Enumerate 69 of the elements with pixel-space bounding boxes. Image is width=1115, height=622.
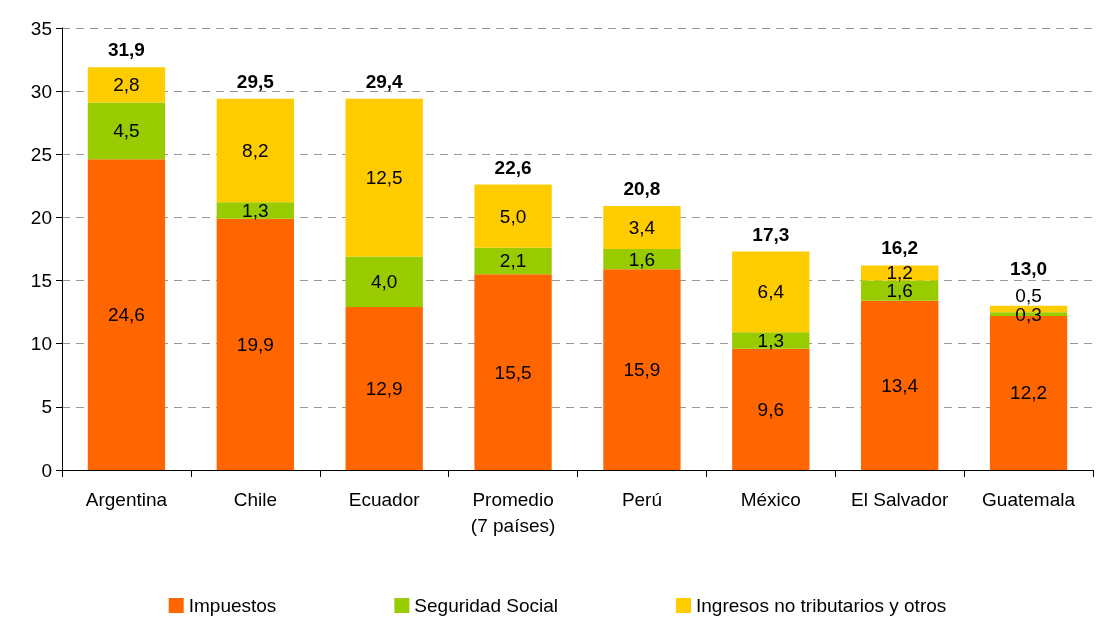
- bar: [345, 98, 423, 257]
- bar: [732, 251, 810, 333]
- x-tick-label: Ecuador: [348, 488, 421, 510]
- bar: [216, 218, 294, 470]
- data-label: 2,1: [499, 250, 527, 272]
- bar: [87, 159, 166, 470]
- x-tick-label: El Salvador: [851, 488, 949, 510]
- legend-label: Impuestos: [188, 595, 277, 616]
- data-label: 13,4: [881, 374, 919, 396]
- y-tick-label: 30: [30, 80, 52, 102]
- y-tick-label: 35: [30, 17, 52, 39]
- data-label: 1,6: [628, 248, 656, 270]
- data-label: 1,2: [886, 262, 913, 284]
- data-label: 4,0: [370, 271, 398, 293]
- total-label: 29,5: [236, 70, 275, 92]
- bar: [87, 67, 166, 103]
- y-tick-label: 10: [30, 333, 52, 355]
- x-tick-label: Chile: [233, 488, 277, 510]
- bar: [474, 274, 552, 470]
- data-label: 1,3: [757, 330, 785, 352]
- bar: [603, 269, 681, 470]
- data-label: 15,5: [494, 361, 532, 383]
- total-label: 13,0: [1010, 257, 1048, 279]
- x-tick-label: Argentina: [85, 488, 168, 510]
- data-label: 3,4: [628, 217, 656, 239]
- bar: [345, 307, 423, 470]
- y-tick-label: 25: [30, 143, 52, 165]
- total-label: 20,8: [623, 178, 661, 200]
- bar: [345, 256, 423, 308]
- bar: [216, 98, 294, 203]
- bar: [216, 202, 294, 219]
- y-tick-label: 0: [41, 459, 52, 481]
- data-label: 2,8: [113, 74, 140, 96]
- data-label: 19,9: [236, 333, 274, 355]
- data-label: 1,3: [242, 199, 269, 221]
- x-tick-label: Perú: [621, 488, 663, 510]
- bar: [87, 102, 166, 160]
- total-label: 17,3: [752, 223, 790, 245]
- data-label: 24,6: [107, 304, 145, 326]
- bar: [861, 300, 939, 470]
- data-label: 12,5: [365, 167, 403, 189]
- x-tick-label: México: [740, 488, 801, 510]
- total-label: 22,6: [494, 156, 532, 178]
- data-label: 12,2: [1010, 382, 1048, 404]
- data-label: 5,0: [499, 205, 527, 227]
- total-label: 31,9: [107, 39, 145, 61]
- y-tick-label: 20: [30, 206, 52, 228]
- data-label: 9,6: [757, 398, 785, 420]
- data-label: 0,5: [1015, 284, 1042, 306]
- data-label: 6,4: [757, 281, 785, 303]
- bar: [474, 184, 552, 248]
- bar: [732, 348, 810, 470]
- bar: [474, 247, 552, 275]
- bar: [603, 249, 681, 270]
- legend-label: Seguridad Social: [414, 595, 559, 616]
- data-label: 15,9: [623, 359, 661, 381]
- total-label: 29,4: [365, 70, 404, 92]
- total-label: 16,2: [881, 237, 919, 259]
- y-tick-label: 5: [41, 396, 52, 418]
- legend-label: Ingresos no tributarios y otros: [696, 595, 947, 616]
- data-label: 4,5: [113, 120, 140, 142]
- data-label: 8,2: [242, 140, 269, 161]
- data-label: 12,9: [365, 378, 403, 400]
- y-tick-label: 15: [30, 270, 52, 292]
- bar: [603, 206, 681, 249]
- x-tick-label: Promedio (7 países): [470, 488, 556, 536]
- bar: [732, 332, 810, 349]
- bar: [861, 265, 939, 281]
- x-tick-label: Guatemala: [982, 488, 1076, 510]
